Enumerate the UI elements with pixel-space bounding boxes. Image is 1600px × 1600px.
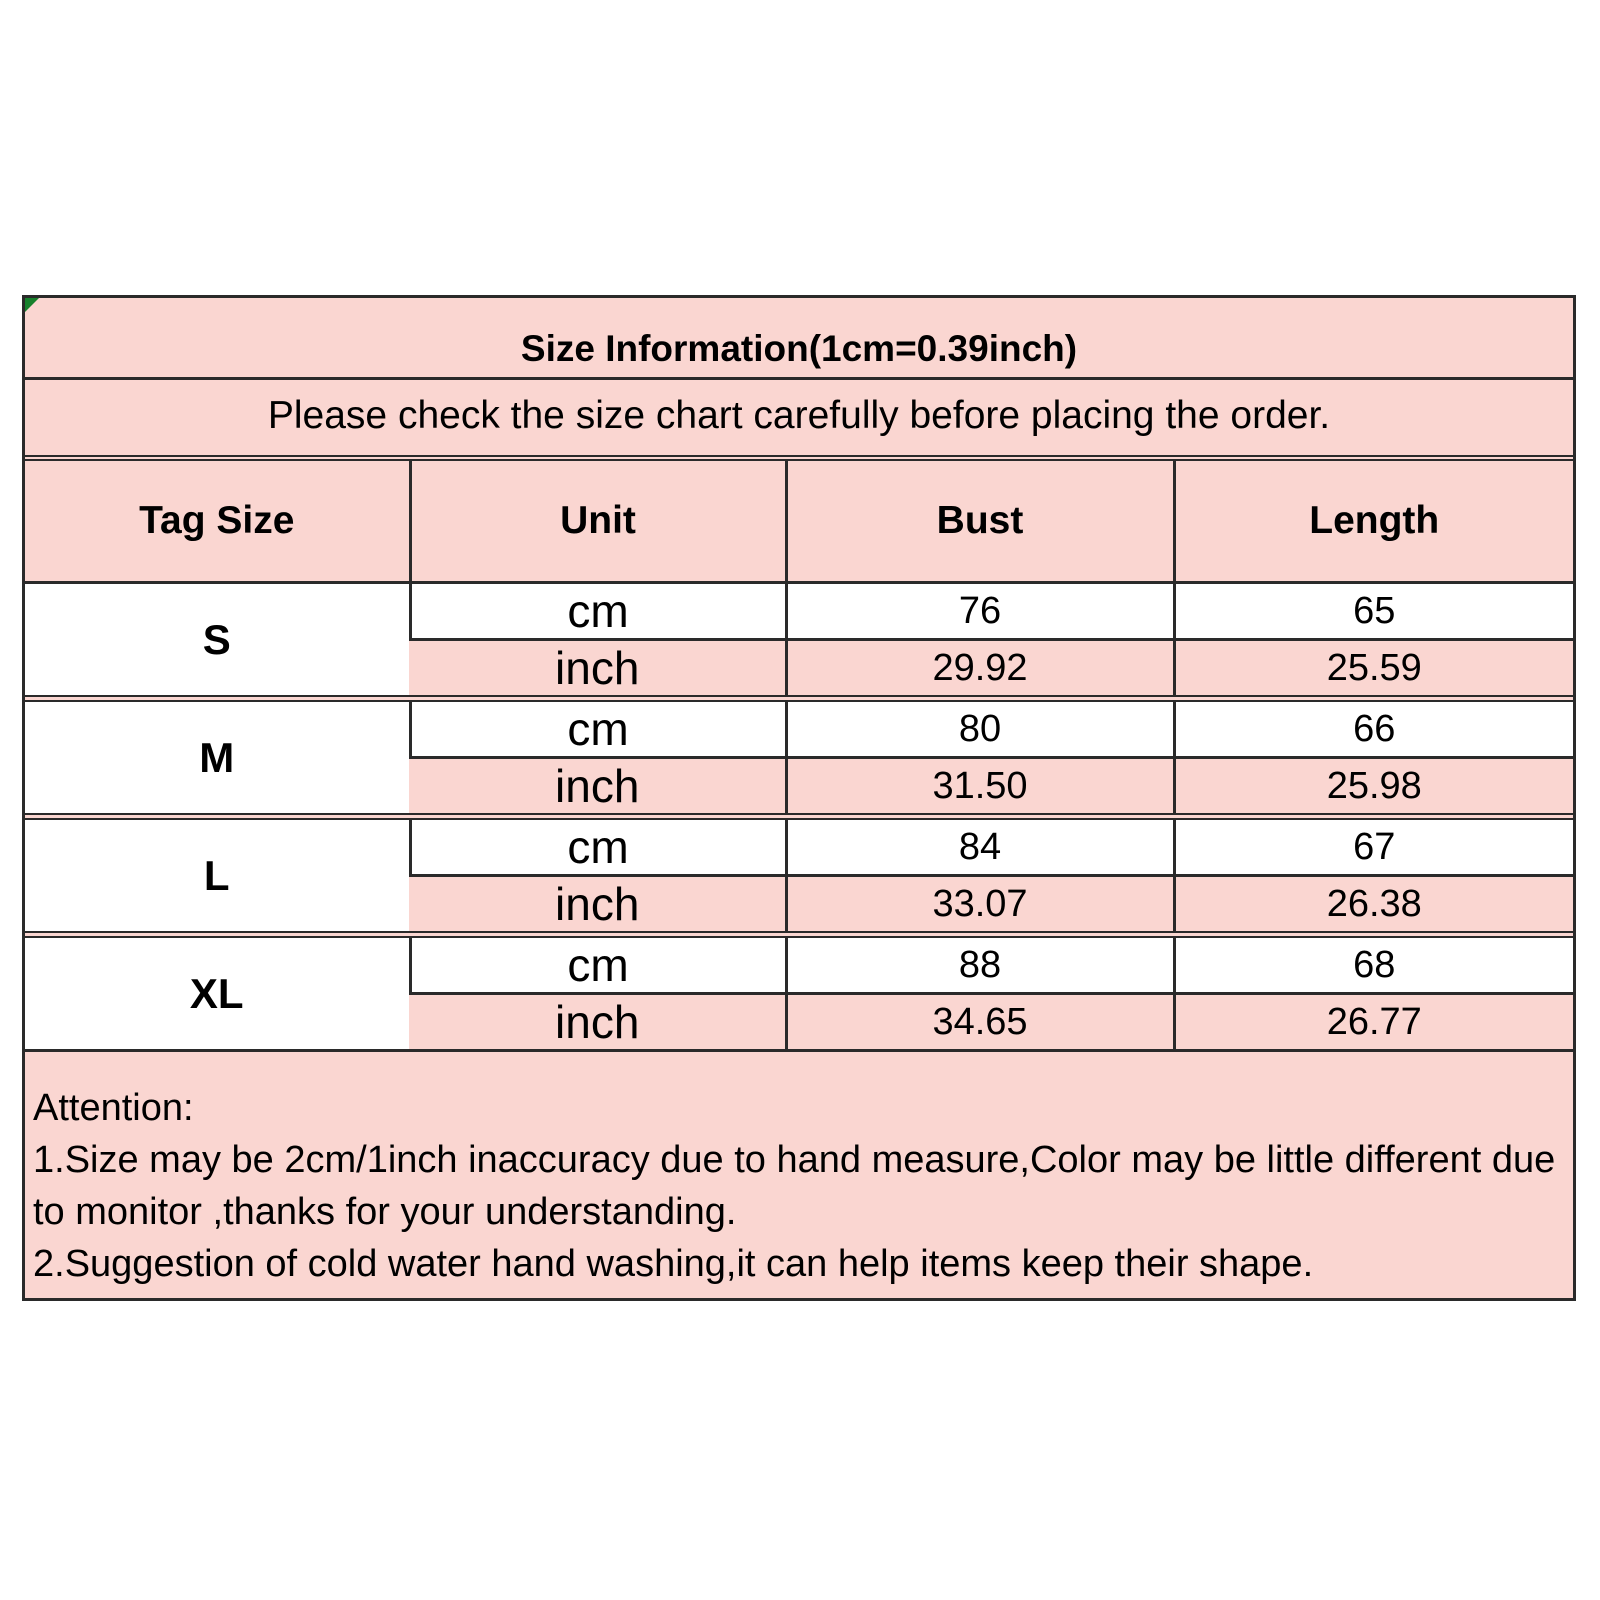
unit-cell: cm <box>408 931 786 994</box>
unit-cell: inch <box>410 638 786 699</box>
tag-size-cell: XL <box>25 931 410 1049</box>
unit-cell: cm <box>408 695 786 758</box>
attention-section: Attention: 1.Size may be 2cm/1inch inacc… <box>25 1049 1573 1298</box>
title-row: Size Information(1cm=0.39inch) <box>25 298 1573 380</box>
column-header-unit: Unit <box>408 461 786 584</box>
unit-cell: cm <box>408 813 786 876</box>
attention-note: 1.Size may be 2cm/1inch inaccuracy due t… <box>33 1139 1556 1233</box>
tag-size-cell: S <box>25 582 410 699</box>
table-row-s-cm: S cm 76 65 <box>25 582 1573 699</box>
table-row-l-inch: inch 33.07 26.38 <box>25 874 1573 935</box>
length-value: 65 <box>1172 582 1573 640</box>
attention-heading: Attention: <box>33 1087 194 1129</box>
unit-cell: cm <box>408 582 786 640</box>
tag-size-cell: L <box>25 813 410 935</box>
unit-cell: inch <box>410 874 786 935</box>
length-value: 26.77 <box>1172 992 1573 1049</box>
size-table: Tag Size Unit Bust Length S cm 76 65 inc… <box>25 461 1573 1049</box>
bust-value: 76 <box>784 582 1174 640</box>
unit-cell: inch <box>410 756 786 817</box>
length-value: 25.59 <box>1172 638 1573 699</box>
spreadsheet-corner-marker-icon <box>25 298 39 312</box>
length-value: 68 <box>1172 931 1573 994</box>
bust-value: 80 <box>784 695 1174 758</box>
table-row-xl-cm: XL cm 88 68 <box>25 931 1573 1049</box>
length-value: 66 <box>1172 695 1573 758</box>
bust-value: 34.65 <box>784 992 1174 1049</box>
length-value: 67 <box>1172 813 1573 876</box>
size-chart-sheet: Size Information(1cm=0.39inch) Please ch… <box>22 295 1576 1301</box>
table-header-row: Tag Size Unit Bust Length <box>25 461 1573 584</box>
column-header-tag-size: Tag Size <box>25 461 410 584</box>
tag-size-cell: M <box>25 695 410 817</box>
length-value: 26.38 <box>1172 874 1573 935</box>
column-header-length: Length <box>1172 461 1573 584</box>
length-value: 25.98 <box>1172 756 1573 817</box>
bust-value: 33.07 <box>784 874 1174 935</box>
bust-value: 31.50 <box>784 756 1174 817</box>
table-row-s-inch: inch 29.92 25.59 <box>25 638 1573 699</box>
table-row-m-inch: inch 31.50 25.98 <box>25 756 1573 817</box>
bust-value: 29.92 <box>784 638 1174 699</box>
table-row-l-cm: L cm 84 67 <box>25 813 1573 935</box>
attention-note: 2.Suggestion of cold water hand washing,… <box>33 1243 1314 1285</box>
unit-cell: inch <box>410 992 786 1049</box>
bust-value: 88 <box>784 931 1174 994</box>
column-header-bust: Bust <box>784 461 1174 584</box>
page-subtitle: Please check the size chart carefully be… <box>267 393 1331 437</box>
bust-value: 84 <box>784 813 1174 876</box>
subtitle-row: Please check the size chart carefully be… <box>25 380 1573 461</box>
page-title: Size Information(1cm=0.39inch) <box>520 327 1078 369</box>
table-row-m-cm: M cm 80 66 <box>25 695 1573 817</box>
table-row-xl-inch: inch 34.65 26.77 <box>25 992 1573 1049</box>
